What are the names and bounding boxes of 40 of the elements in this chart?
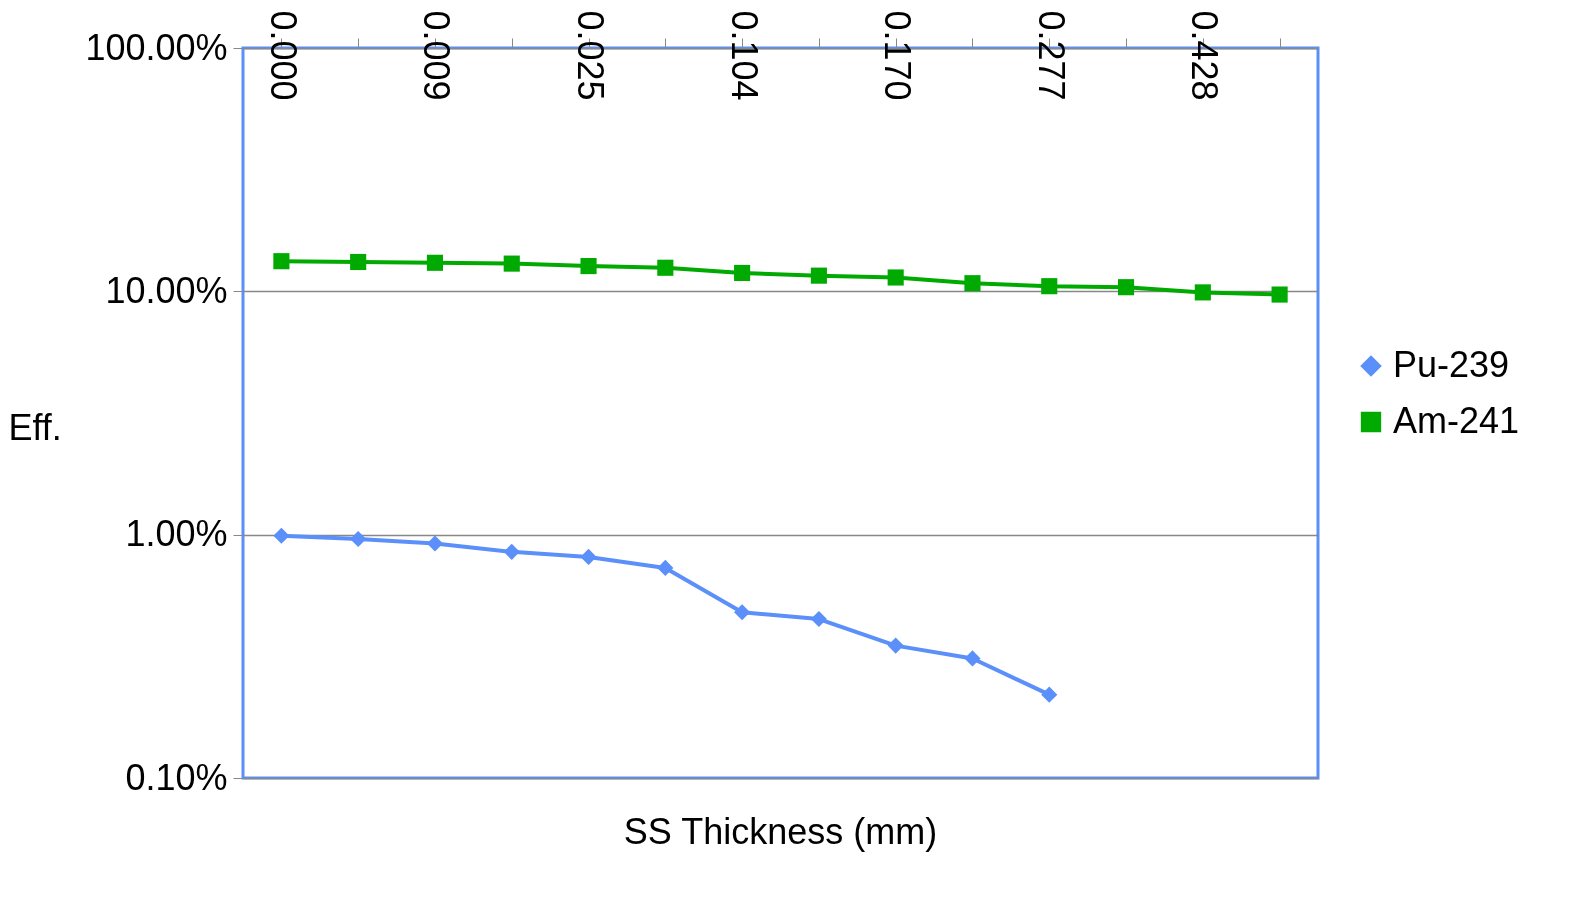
- point: [350, 530, 367, 548]
- point: [273, 527, 290, 544]
- point: [964, 275, 981, 292]
- point: [350, 253, 367, 271]
- point: [426, 535, 444, 552]
- point: [810, 267, 827, 284]
- point: [273, 253, 290, 270]
- x-tick-label: 0.428: [1184, 10, 1226, 101]
- point: [964, 650, 981, 667]
- y-tick-label: 100.00%: [85, 26, 228, 68]
- point: [1117, 279, 1135, 296]
- x-tick-label: 0.170: [877, 10, 919, 101]
- x-tick-label: 0.000: [262, 10, 304, 101]
- y-tick-label: 0.10%: [125, 756, 228, 798]
- point: [734, 264, 751, 282]
- point: [1041, 278, 1058, 295]
- y-axis-title: Eff.: [8, 406, 62, 448]
- x-tick-label: 0.025: [570, 10, 612, 101]
- y-tick-label: 10.00%: [105, 269, 228, 311]
- point: [734, 604, 751, 621]
- x-axis-title: SS Thickness (mm): [623, 811, 938, 852]
- y-tick-label: 1.00%: [125, 513, 228, 555]
- point: [1041, 686, 1058, 703]
- point: [426, 254, 444, 271]
- point: [810, 610, 827, 628]
- point: [580, 548, 597, 565]
- point: [503, 543, 520, 560]
- point: [503, 255, 520, 272]
- legend-label: Pu-239: [1393, 344, 1510, 385]
- x-tick-label: 0.277: [1030, 10, 1072, 101]
- x-tick-label: 0.104: [723, 10, 765, 101]
- point: [887, 637, 904, 654]
- point: [657, 559, 674, 576]
- point: [657, 259, 674, 276]
- point: [887, 269, 904, 286]
- point: [1194, 284, 1211, 301]
- legend-label: Am-241: [1393, 400, 1520, 441]
- x-tick-label: 0.009: [416, 10, 458, 101]
- point: [1271, 286, 1288, 303]
- point: [580, 258, 597, 275]
